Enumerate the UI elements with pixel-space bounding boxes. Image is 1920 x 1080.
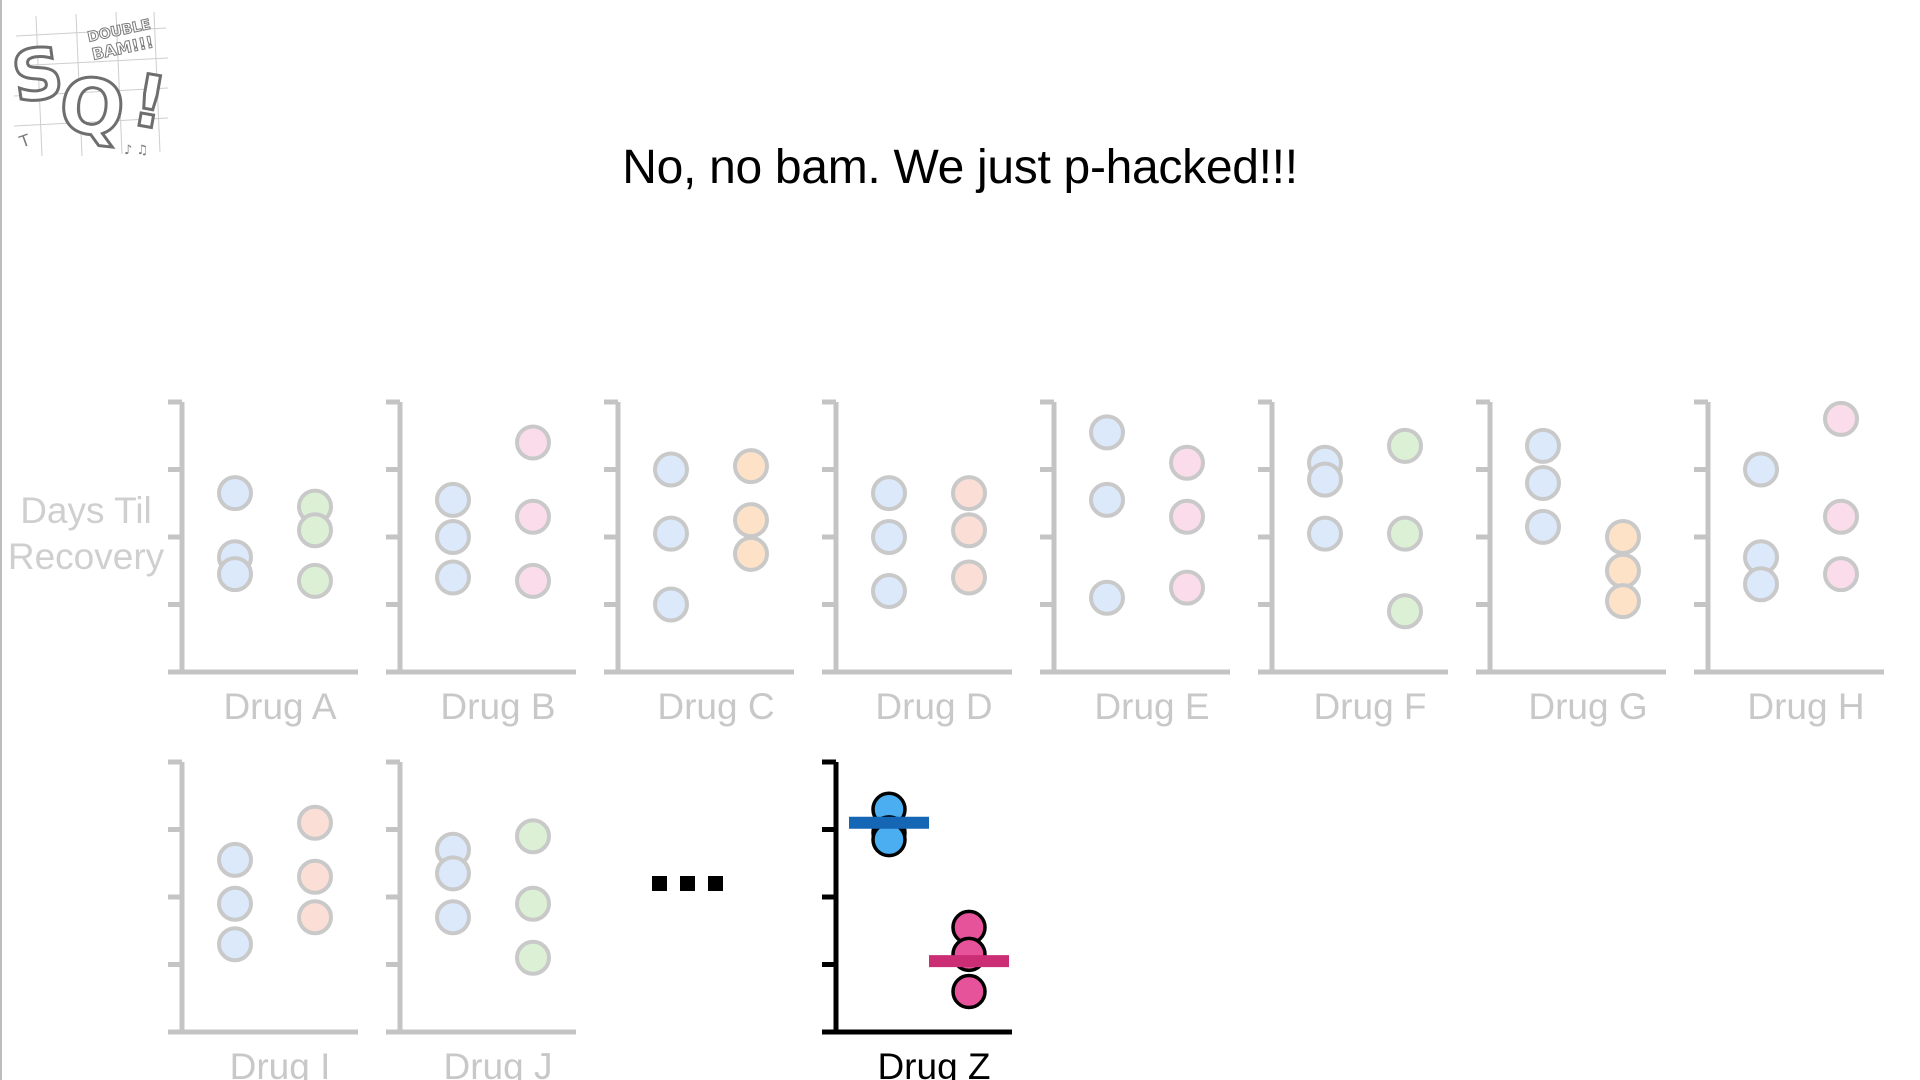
data-point <box>217 475 253 512</box>
data-point <box>435 559 471 596</box>
data-point <box>951 973 987 1010</box>
data-point <box>1605 552 1641 589</box>
data-point <box>1525 508 1561 545</box>
panel-drug-i: Drug I <box>168 759 358 1080</box>
data-point <box>653 451 689 488</box>
y-axis-label-line1: Days Til <box>20 490 152 531</box>
data-point <box>1743 451 1779 488</box>
mean-bar <box>849 816 929 829</box>
panel-drug-z: Drug Z <box>822 759 1012 1080</box>
y-axis-label-line2: Recovery <box>7 536 165 577</box>
data-point <box>435 519 471 555</box>
data-point <box>1387 515 1423 552</box>
x-axis-label: Drug Z <box>877 1046 990 1080</box>
ellipsis-dot <box>680 876 695 891</box>
x-axis-label: Drug C <box>657 686 774 727</box>
data-point <box>1525 465 1561 501</box>
data-point <box>1169 444 1205 481</box>
mean-bar <box>929 955 1009 968</box>
panel-drug-j: Drug J <box>386 759 576 1080</box>
data-point <box>733 448 769 485</box>
panel-drug-b: Drug B <box>386 399 576 727</box>
panel-drug-g: Drug G <box>1476 399 1666 727</box>
x-axis-label: Drug B <box>440 686 555 727</box>
data-point <box>871 519 907 555</box>
data-point <box>1387 593 1423 630</box>
page-title: No, no bam. We just p-hacked!!! <box>622 141 1298 194</box>
data-point <box>1823 498 1859 535</box>
data-point <box>1823 400 1859 437</box>
data-point <box>1743 566 1779 603</box>
x-axis-label: Drug A <box>223 686 336 727</box>
panel-drug-c: Drug C <box>604 399 794 727</box>
data-point <box>297 899 333 936</box>
data-point <box>951 512 987 549</box>
svg-text:Q: Q <box>55 59 129 154</box>
panel-drug-d: Drug D <box>822 399 1012 727</box>
data-point <box>217 926 253 963</box>
data-point <box>217 556 253 593</box>
data-point <box>1823 556 1859 593</box>
data-point <box>217 841 253 878</box>
data-point <box>1605 519 1641 555</box>
data-point <box>1307 515 1343 552</box>
data-point <box>1089 579 1125 616</box>
data-point <box>515 424 551 461</box>
data-point <box>871 573 907 609</box>
statquest-logo: S Q ! DOUBLE BAM!!! T ♪ ♫ <box>6 11 174 158</box>
panel-drug-f: Drug F <box>1258 399 1448 727</box>
data-point <box>653 515 689 552</box>
data-point <box>733 502 769 539</box>
data-point <box>951 559 987 596</box>
data-point <box>1387 427 1423 464</box>
ellipsis-dot <box>652 876 667 891</box>
data-point <box>435 481 471 518</box>
ellipsis-dot <box>708 876 723 891</box>
x-axis-label: Drug I <box>230 1046 331 1080</box>
data-point <box>515 562 551 599</box>
x-axis-label: Drug J <box>444 1046 553 1080</box>
data-point <box>1169 569 1205 606</box>
x-axis-label: Drug E <box>1094 686 1209 727</box>
data-point <box>951 475 987 512</box>
x-axis-label: Drug H <box>1747 686 1864 727</box>
left-edge-border <box>0 0 2 1080</box>
data-point <box>1089 481 1125 518</box>
data-point <box>515 498 551 535</box>
data-point <box>1525 427 1561 464</box>
data-point <box>733 535 769 572</box>
data-point <box>217 885 253 922</box>
data-point <box>1089 414 1125 451</box>
x-axis-label: Drug G <box>1528 686 1647 727</box>
data-point <box>1307 461 1343 498</box>
data-point <box>297 858 333 895</box>
svg-text:♪ ♫: ♪ ♫ <box>124 143 148 158</box>
data-point <box>297 562 333 599</box>
data-point <box>515 885 551 922</box>
data-point <box>435 899 471 936</box>
panel-drug-h: Drug H <box>1694 399 1884 727</box>
data-point <box>435 855 471 892</box>
data-point <box>515 818 551 855</box>
data-point <box>1605 583 1641 620</box>
data-point <box>515 939 551 976</box>
panel-drug-e: Drug E <box>1040 399 1230 727</box>
x-axis-label: Drug F <box>1313 686 1426 727</box>
data-point <box>1169 498 1205 535</box>
data-point <box>871 475 907 512</box>
y-axis-label: Days Til Recovery <box>0 488 172 580</box>
panel-drug-a: Drug A <box>168 399 358 727</box>
data-point <box>297 512 333 549</box>
ellipsis <box>652 876 723 891</box>
x-axis-label: Drug D <box>875 686 992 727</box>
data-point <box>297 804 333 841</box>
data-point <box>653 586 689 623</box>
